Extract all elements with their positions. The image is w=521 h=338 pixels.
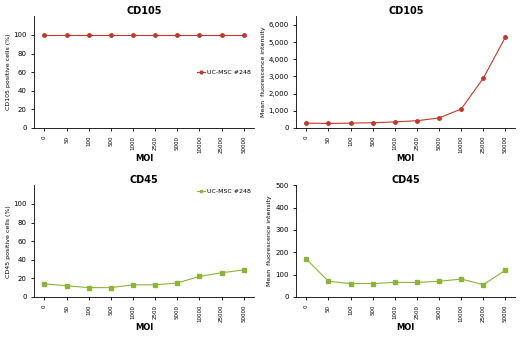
Legend: UC-MSC #248: UC-MSC #248: [197, 189, 251, 194]
UC-MSC #248: [41, 282, 47, 286]
Y-axis label: CD105 positive cells (%): CD105 positive cells (%): [6, 34, 10, 111]
UC-MSC #248: [196, 274, 203, 279]
UC-MSC #248: [174, 33, 180, 37]
Title: CD45: CD45: [391, 174, 420, 185]
Y-axis label: Mean  fluorescence intensity: Mean fluorescence intensity: [260, 27, 266, 117]
UC-MSC #248: [130, 33, 136, 37]
Title: CD105: CD105: [388, 5, 424, 16]
UC-MSC #248: [152, 33, 158, 37]
UC-MSC #248: [85, 33, 92, 37]
Line: UC-MSC #248: UC-MSC #248: [43, 33, 245, 37]
Legend: UC-MSC #248: UC-MSC #248: [197, 69, 251, 75]
X-axis label: MOI: MOI: [135, 323, 153, 333]
UC-MSC #248: [108, 286, 114, 290]
UC-MSC #248: [241, 268, 247, 272]
UC-MSC #248: [174, 281, 180, 285]
UC-MSC #248: [41, 33, 47, 37]
UC-MSC #248: [64, 284, 70, 288]
UC-MSC #248: [218, 271, 225, 275]
UC-MSC #248: [85, 286, 92, 290]
UC-MSC #248: [152, 283, 158, 287]
X-axis label: MOI: MOI: [396, 154, 415, 164]
UC-MSC #248: [241, 33, 247, 37]
UC-MSC #248: [64, 33, 70, 37]
Title: CD45: CD45: [130, 174, 158, 185]
Y-axis label: CD45 positive cells (%): CD45 positive cells (%): [6, 205, 10, 277]
Line: UC-MSC #248: UC-MSC #248: [43, 268, 245, 289]
X-axis label: MOI: MOI: [396, 323, 415, 333]
UC-MSC #248: [108, 33, 114, 37]
Title: CD105: CD105: [126, 5, 162, 16]
Y-axis label: Mean  fluorescence intensity: Mean fluorescence intensity: [267, 196, 272, 286]
UC-MSC #248: [196, 33, 203, 37]
UC-MSC #248: [130, 283, 136, 287]
X-axis label: MOI: MOI: [135, 154, 153, 164]
UC-MSC #248: [218, 33, 225, 37]
